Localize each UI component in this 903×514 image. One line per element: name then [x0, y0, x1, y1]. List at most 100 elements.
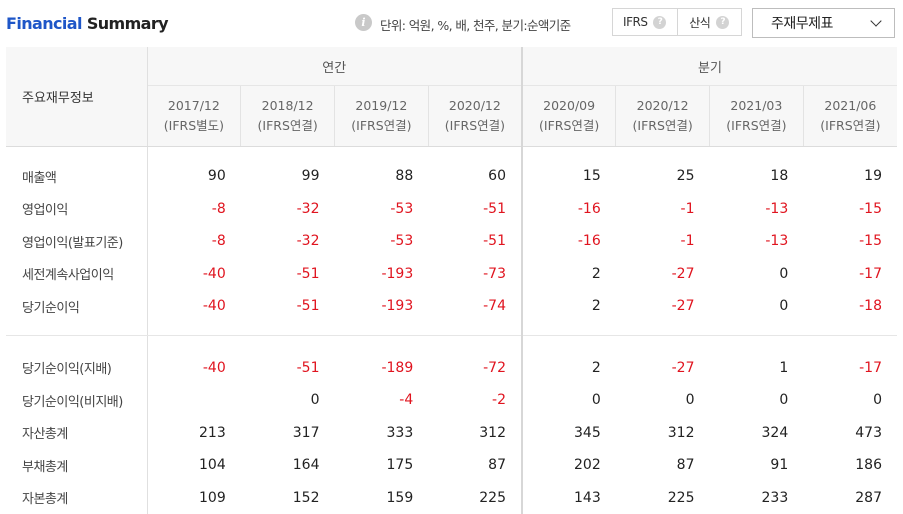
period-header: 2020/12 (IFRS연결) [427, 85, 523, 147]
value-cell: 15 [582, 168, 601, 185]
corner-label: 주요재무정보 [6, 47, 148, 147]
value-cell: -27 [671, 298, 695, 315]
value-cell: -15 [859, 233, 882, 250]
basis-toggle: IFRS? 산식? [612, 8, 742, 36]
value-cell: -2 [428, 384, 523, 417]
table-row: 매출액 90 99 88 60 15 25 18 19 [6, 160, 897, 193]
value-cell: 99 [301, 168, 320, 185]
statement-select[interactable]: 주재무제표 [752, 8, 895, 38]
period-date: 2020/12 [448, 98, 501, 113]
value-cell: 87 [428, 449, 523, 482]
value-cell: -51 [428, 225, 523, 258]
value-cell: 109 [199, 489, 226, 506]
value-cell: 317 [292, 424, 320, 441]
value-cell: 0 [779, 265, 789, 282]
row-label[interactable]: 영업이익 [6, 192, 148, 225]
value-cell [147, 384, 241, 417]
value-cell: -193 [381, 265, 414, 282]
value-cell: 19 [864, 168, 882, 185]
table-row: 자본총계 109 152 159 225 143 225 233 287 [6, 481, 897, 514]
period-basis: (IFRS연결) [539, 118, 600, 133]
period-date: 2017/12 [167, 98, 220, 113]
value-cell: 473 [855, 424, 882, 441]
value-cell: 345 [574, 424, 601, 441]
statement-select-value: 주재무제표 [771, 16, 833, 32]
value-cell: 225 [428, 481, 523, 514]
value-cell: 90 [207, 168, 226, 185]
table-row: 당기순이익(비지배) 0 -4 -2 0 0 0 0 [6, 384, 897, 417]
row-label[interactable]: 당기순이익 [6, 290, 148, 323]
row-label[interactable]: 부채총계 [6, 449, 148, 482]
value-cell: -15 [859, 200, 882, 217]
value-cell: -72 [428, 351, 523, 384]
table-row: 자산총계 213 317 333 312 345 312 324 473 [6, 416, 897, 449]
value-cell: 18 [770, 168, 789, 185]
row-label[interactable]: 당기순이익(비지배) [6, 384, 148, 417]
value-cell: -53 [390, 233, 414, 250]
row-label[interactable]: 자산총계 [6, 416, 148, 449]
table-row: 세전계속사업이익 -40 -51 -193 -73 2 -27 0 -17 [6, 257, 897, 290]
value-cell: 233 [761, 489, 789, 506]
period-header: 2021/06 (IFRS연결) [802, 85, 897, 147]
period-date: 2020/12 [636, 98, 689, 113]
value-cell: 87 [676, 457, 695, 474]
value-cell: 164 [292, 457, 320, 474]
group-quarterly: 분기 [522, 47, 897, 86]
title-summary: Summary [81, 14, 169, 33]
period-header: 2020/09 (IFRS연결) [521, 85, 616, 147]
period-date: 2021/06 [824, 98, 877, 113]
period-basis: (IFRS연결) [820, 118, 881, 133]
row-label[interactable]: 매출액 [6, 160, 148, 193]
period-basis: (IFRS연결) [257, 118, 318, 133]
value-cell: -4 [399, 392, 414, 409]
period-header: 2019/12 (IFRS연결) [334, 85, 429, 147]
row-label[interactable]: 세전계속사업이익 [6, 257, 148, 290]
value-cell: -13 [765, 200, 789, 217]
value-cell: 0 [591, 392, 601, 409]
value-cell: -51 [296, 298, 320, 315]
period-date: 2018/12 [261, 98, 314, 113]
period-date: 2020/09 [543, 98, 596, 113]
value-cell: -13 [765, 233, 789, 250]
formula-option[interactable]: 산식? [676, 9, 742, 35]
value-cell: -40 [202, 265, 226, 282]
value-cell: 287 [855, 489, 882, 506]
help-icon[interactable]: ? [716, 15, 730, 29]
value-cell: 91 [770, 457, 789, 474]
value-cell: -8 [211, 233, 226, 250]
value-cell: -32 [296, 233, 320, 250]
value-cell: 0 [779, 298, 789, 315]
value-cell: 0 [310, 392, 320, 409]
value-cell: -16 [577, 233, 601, 250]
value-cell: -17 [859, 265, 882, 282]
period-header: 2017/12 (IFRS별도) [147, 85, 241, 147]
group-annual: 연간 [147, 47, 523, 86]
row-label[interactable]: 자본총계 [6, 481, 148, 514]
value-cell: -51 [428, 192, 523, 225]
table-row: 당기순이익(지배) -40 -51 -189 -72 2 -27 1 -17 [6, 351, 897, 384]
ifrs-label: IFRS [623, 15, 648, 29]
value-cell: -51 [296, 359, 320, 376]
help-icon[interactable]: ? [653, 15, 667, 29]
value-cell: -17 [859, 359, 882, 376]
period-basis: (IFRS연결) [444, 118, 505, 133]
row-label[interactable]: 당기순이익(지배) [6, 351, 148, 384]
value-cell: 2 [591, 265, 601, 282]
value-cell: 143 [574, 489, 601, 506]
value-cell: 1 [779, 359, 789, 376]
title-financial: Financial [6, 14, 82, 33]
unit-description: 단위: 억원, %, 배, 천주, 분기:순액기준 [380, 18, 571, 33]
value-cell: 225 [667, 489, 695, 506]
value-cell: -73 [428, 257, 523, 290]
chevron-down-icon [870, 15, 882, 27]
ifrs-option[interactable]: IFRS? [613, 9, 677, 35]
row-label[interactable]: 영업이익(발표기준) [6, 225, 148, 258]
period-date: 2019/12 [355, 98, 408, 113]
value-cell: -193 [381, 298, 414, 315]
value-cell: 2 [591, 359, 601, 376]
period-basis: (IFRS연결) [726, 118, 787, 133]
value-cell: -18 [859, 298, 882, 315]
info-icon[interactable]: i [355, 14, 372, 31]
period-basis: (IFRS연결) [632, 118, 693, 133]
